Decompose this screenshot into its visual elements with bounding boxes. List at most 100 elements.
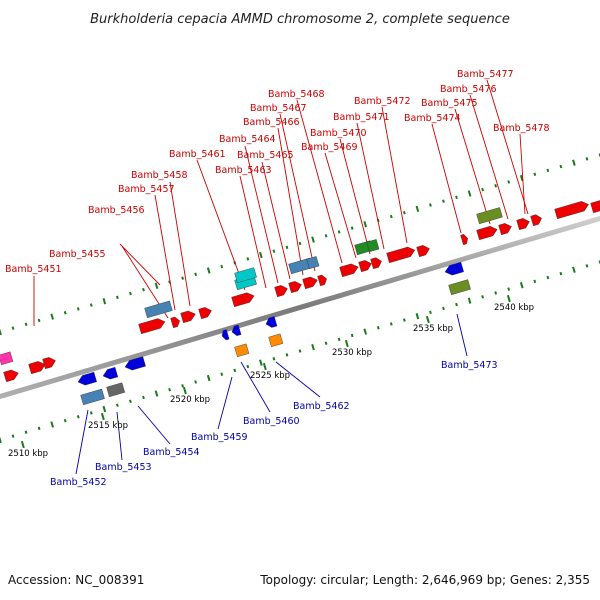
- gene-feature[interactable]: [180, 309, 197, 324]
- gene-feature[interactable]: [444, 261, 464, 277]
- track-dot: [24, 322, 28, 327]
- leader-line: [275, 361, 321, 398]
- gene-feature[interactable]: [170, 316, 181, 329]
- gene-label[interactable]: Bamb_5462: [293, 401, 350, 412]
- gene-feature[interactable]: [358, 259, 373, 273]
- track-dot: [572, 159, 576, 166]
- gene-feature[interactable]: [221, 329, 230, 341]
- gene-feature[interactable]: [317, 274, 328, 287]
- gene-label[interactable]: Bamb_5451: [5, 264, 62, 275]
- gene-label[interactable]: Bamb_5475: [421, 98, 478, 109]
- gene-feature[interactable]: [516, 217, 531, 231]
- accession-text: Accession: NC_008391: [8, 573, 145, 587]
- scale-tick-label: 2510 kbp: [8, 449, 48, 459]
- gene-feature[interactable]: [268, 333, 284, 348]
- track-dot: [272, 357, 276, 361]
- gene-feature[interactable]: [302, 275, 319, 290]
- gene-feature[interactable]: [80, 388, 105, 406]
- scale-tick-label: 2535 kbp: [413, 324, 453, 334]
- gene-label[interactable]: Bamb_5458: [131, 170, 188, 181]
- gene-feature[interactable]: [448, 279, 471, 296]
- gene-feature[interactable]: [498, 222, 513, 236]
- track-dot: [442, 306, 445, 311]
- gene-feature[interactable]: [460, 234, 470, 246]
- gene-feature[interactable]: [265, 316, 278, 328]
- gene-label[interactable]: Bamb_5473: [441, 360, 498, 371]
- gene-label[interactable]: Bamb_5467: [250, 103, 307, 114]
- gene-label[interactable]: Bamb_5456: [88, 205, 145, 216]
- gene-feature[interactable]: [0, 351, 14, 366]
- gene-label[interactable]: Bamb_5454: [143, 447, 200, 458]
- gene-label[interactable]: Bamb_5463: [215, 165, 272, 176]
- track-dot: [259, 251, 263, 259]
- major-tick: [262, 362, 267, 371]
- track-dot: [246, 257, 250, 261]
- track-dot: [546, 168, 550, 173]
- gene-feature[interactable]: [77, 371, 97, 387]
- gene-label[interactable]: Bamb_5477: [457, 69, 514, 80]
- gene-feature[interactable]: [106, 382, 126, 398]
- gene-feature[interactable]: [234, 343, 250, 358]
- gene-feature[interactable]: [234, 267, 257, 284]
- gene-feature[interactable]: [476, 225, 499, 241]
- gene-label[interactable]: Bamb_5470: [310, 128, 367, 139]
- leader-line: [356, 122, 385, 250]
- track-dot: [24, 430, 28, 434]
- track-dot: [116, 295, 119, 300]
- track-dot: [324, 234, 328, 238]
- gene-feature[interactable]: [144, 300, 173, 319]
- gene-label[interactable]: Bamb_5471: [333, 112, 390, 123]
- gene-label[interactable]: Bamb_5472: [354, 96, 411, 107]
- gene-label[interactable]: Bamb_5457: [118, 184, 175, 195]
- gene-feature[interactable]: [231, 291, 256, 308]
- gene-feature[interactable]: [554, 200, 590, 220]
- gene-label[interactable]: Bamb_5464: [219, 134, 276, 145]
- scale-tick-label: 2515 kbp: [88, 421, 128, 431]
- gene-feature[interactable]: [102, 367, 119, 381]
- gene-feature[interactable]: [366, 239, 380, 253]
- leader-line: [431, 123, 462, 234]
- gene-feature[interactable]: [386, 245, 417, 264]
- gene-label[interactable]: Bamb_5459: [191, 432, 248, 443]
- gene-label[interactable]: Bamb_5465: [237, 150, 294, 161]
- gene-label[interactable]: Bamb_5453: [95, 462, 152, 473]
- gene-feature[interactable]: [124, 356, 146, 372]
- gene-feature[interactable]: [370, 256, 383, 270]
- gene-feature[interactable]: [530, 213, 543, 227]
- gene-label[interactable]: Bamb_5461: [169, 149, 226, 160]
- track-dot: [481, 295, 484, 299]
- gene-feature[interactable]: [416, 244, 431, 258]
- gene-label[interactable]: Bamb_5466: [243, 117, 300, 128]
- gene-label[interactable]: Bamb_5468: [268, 89, 325, 100]
- gene-feature[interactable]: [138, 317, 167, 335]
- gene-feature[interactable]: [231, 324, 242, 337]
- gene-feature[interactable]: [42, 356, 57, 370]
- leader-line: [296, 99, 343, 264]
- gene-feature[interactable]: [476, 207, 503, 225]
- gene-label[interactable]: Bamb_5460: [243, 416, 300, 427]
- gene-feature[interactable]: [28, 360, 47, 375]
- gene-label[interactable]: Bamb_5455: [49, 249, 106, 260]
- gene-label[interactable]: Bamb_5478: [493, 123, 550, 134]
- track-dot: [429, 203, 432, 207]
- gene-feature[interactable]: [590, 199, 600, 214]
- gene-label[interactable]: Bamb_5474: [404, 113, 461, 124]
- gene-label[interactable]: Bamb_5476: [440, 84, 497, 95]
- topology-text: Topology: circular; Length: 2,646,969 bp…: [260, 573, 590, 587]
- scale-tick-label: 2540 kbp: [494, 303, 534, 313]
- track-dot: [89, 411, 93, 415]
- gene-feature[interactable]: [3, 368, 20, 383]
- gene-feature[interactable]: [306, 256, 320, 270]
- gene-label[interactable]: Bamb_5452: [50, 477, 107, 488]
- track-dot: [559, 164, 563, 169]
- track-dot: [102, 405, 107, 413]
- gene-feature[interactable]: [288, 280, 303, 294]
- gene-feature[interactable]: [198, 306, 213, 320]
- track-dot: [285, 245, 289, 250]
- track-dot: [467, 190, 472, 197]
- leader-line: [169, 181, 191, 307]
- gene-feature[interactable]: [274, 284, 289, 298]
- gene-label[interactable]: Bamb_5469: [301, 142, 358, 153]
- gene-feature[interactable]: [339, 262, 360, 278]
- track-dot: [129, 399, 132, 404]
